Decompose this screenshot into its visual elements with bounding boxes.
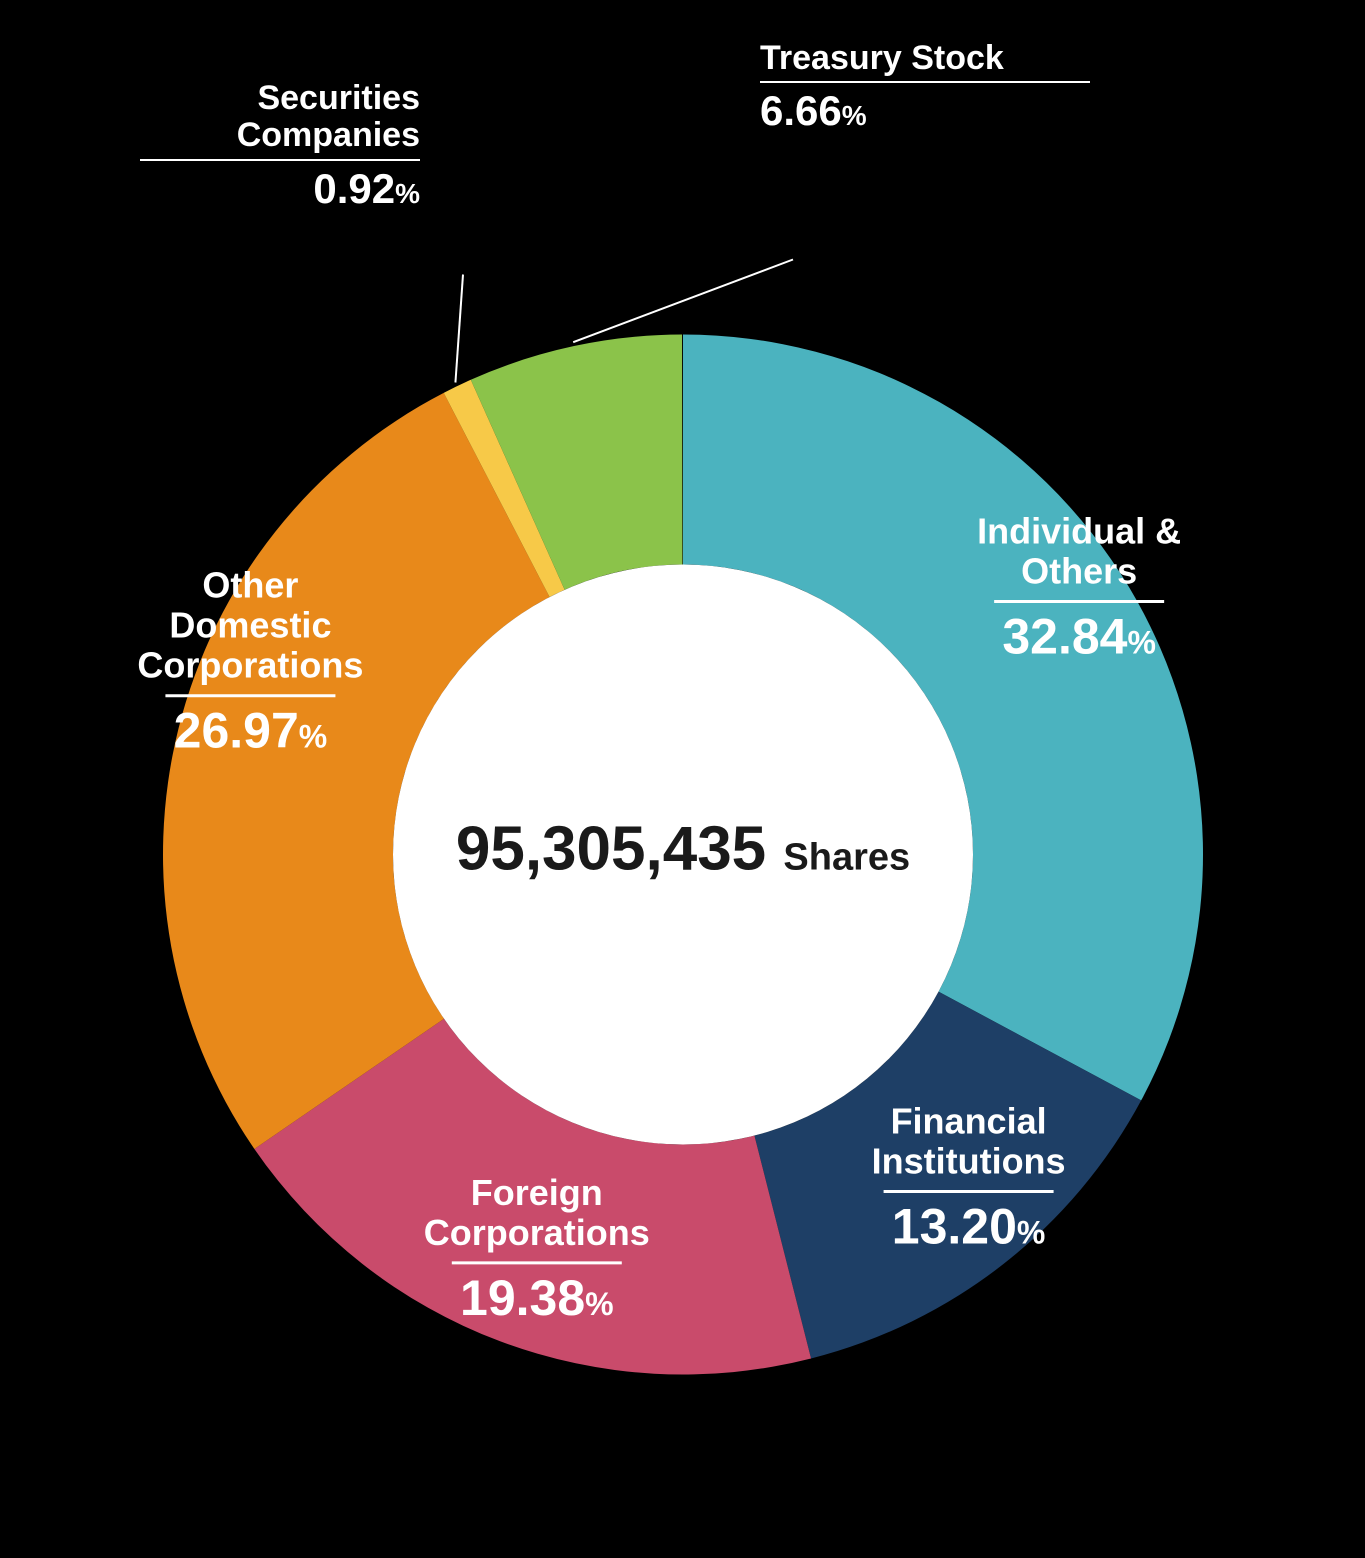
label-treasury-stock: Treasury Stock 6.66% (760, 40, 1090, 135)
label-name: Treasury Stock (760, 40, 1090, 77)
inner-label-1: FinancialInstitutions13.20% (871, 1100, 1065, 1254)
label-pct: 0.92% (140, 165, 420, 213)
leader-line (455, 274, 463, 382)
donut-chart: 95,305,435 SharesIndividual &Others32.84… (83, 254, 1283, 1459)
label-name: FinancialInstitutions (871, 1100, 1065, 1181)
label-securities-companies: SecuritiesCompanies 0.92% (140, 80, 420, 213)
chart-svg: 95,305,435 SharesIndividual &Others32.84… (83, 254, 1283, 1454)
label-name: SecuritiesCompanies (140, 80, 420, 155)
label-pct: 6.66% (760, 87, 1090, 135)
leader-line (573, 259, 793, 342)
